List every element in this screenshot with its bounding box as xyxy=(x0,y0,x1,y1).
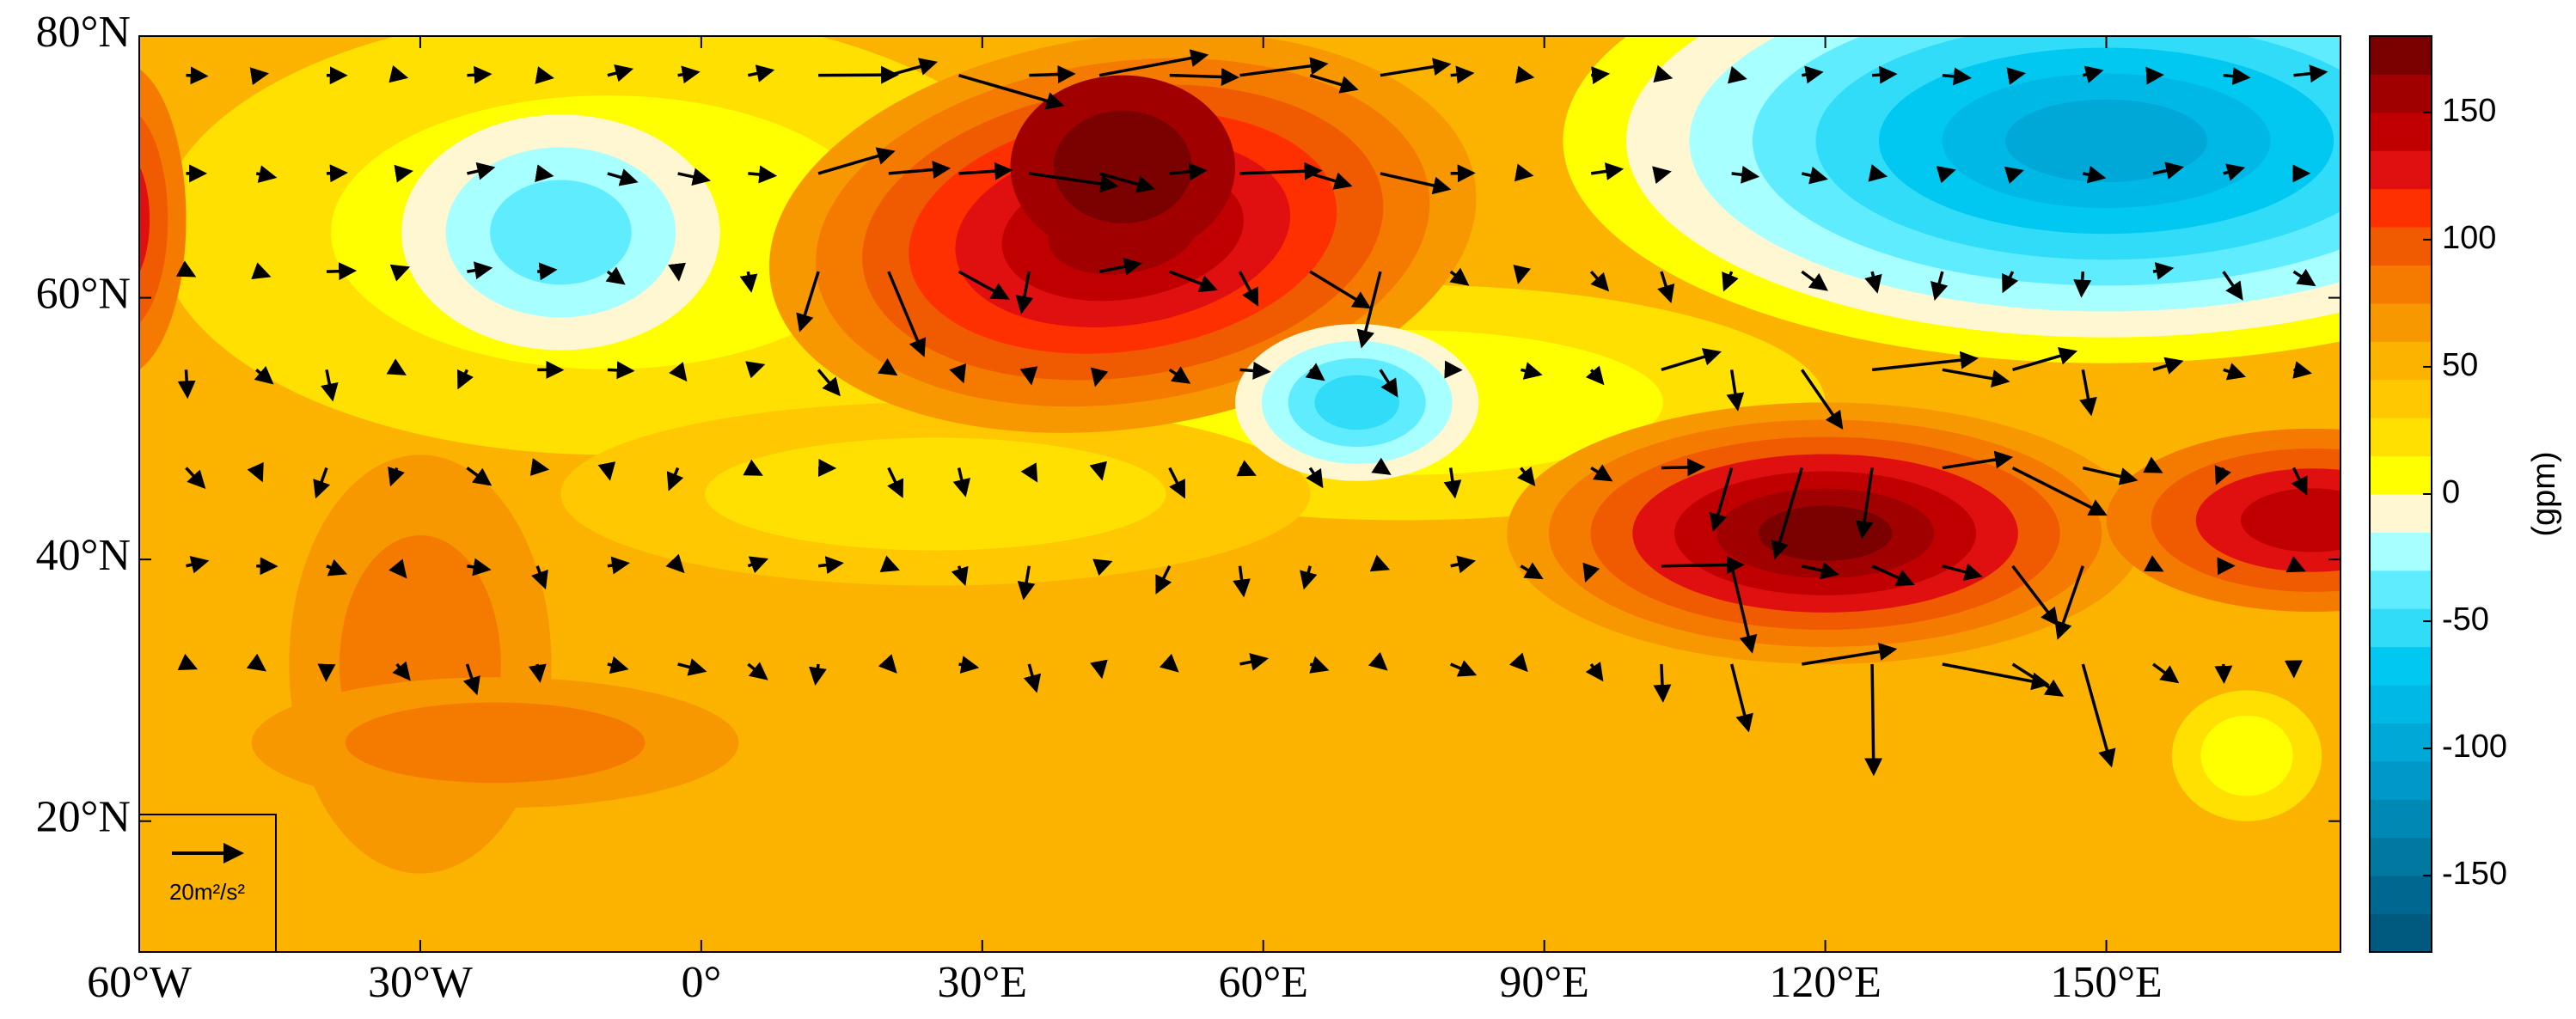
colorbar-bin xyxy=(2370,303,2432,342)
flux-arrow xyxy=(1661,172,1669,174)
colorbar-label: (gpm) xyxy=(2526,451,2562,536)
colorbar-tick-label: -150 xyxy=(2442,856,2507,892)
x-tick-label: 90°E xyxy=(1499,958,1589,1007)
contour-level xyxy=(2241,488,2384,552)
colorbar-bin xyxy=(2370,113,2432,151)
flux-arrow xyxy=(397,76,406,77)
x-tick-label: 120°E xyxy=(1769,958,1882,1007)
colorbar-bin xyxy=(2370,876,2432,914)
x-tick-label: 30°E xyxy=(938,958,1028,1007)
flux-arrow xyxy=(2082,272,2083,295)
flux-arrow xyxy=(1661,467,1703,468)
colorbar-bin xyxy=(2370,418,2432,456)
colorbar-bin xyxy=(2370,608,2432,647)
flux-arrow xyxy=(537,270,554,272)
flux-arrow xyxy=(678,272,679,278)
flux-arrow xyxy=(326,664,327,679)
colorbar-bin xyxy=(2370,532,2432,571)
flux-arrow xyxy=(397,171,411,174)
contour-level xyxy=(1054,111,1192,223)
flux-arrow xyxy=(818,75,896,76)
flux-arrow xyxy=(2224,76,2248,78)
contour-level xyxy=(2200,716,2292,796)
colorbar-bin xyxy=(2370,36,2432,75)
contour-level xyxy=(346,702,646,783)
flux-arrow xyxy=(1240,369,1269,371)
contour-level xyxy=(91,149,150,289)
flux-arrow xyxy=(327,271,354,272)
colorbar-bin xyxy=(2370,647,2432,686)
flux-arrow xyxy=(1029,74,1073,76)
colorbar-bin xyxy=(2370,341,2432,380)
flux-arrow xyxy=(327,173,346,174)
contour-level xyxy=(1759,506,1893,561)
flux-arrow xyxy=(1872,74,1894,76)
colorbar-bin xyxy=(2370,723,2432,762)
colorbar-bin xyxy=(2370,914,2432,953)
colorbar-tick-label: -100 xyxy=(2442,729,2507,765)
colorbar-bin xyxy=(2370,150,2432,189)
colorbar-bin xyxy=(2370,494,2432,533)
flux-arrow xyxy=(1661,564,1742,565)
colorbar-bin xyxy=(2370,761,2432,800)
colorbar-tick-label: 150 xyxy=(2442,93,2496,129)
y-tick-label: 40°N xyxy=(36,531,131,580)
colorbar: -150 -100 -50 0 50 100 150 xyxy=(2370,36,2507,953)
reference-label: 20m²/s² xyxy=(169,879,245,905)
x-tick-label: 150°E xyxy=(2050,958,2163,1007)
y-tick-label: 20°N xyxy=(36,793,131,842)
flux-arrow xyxy=(1451,73,1472,75)
flux-arrow xyxy=(608,369,632,370)
flux-arrow xyxy=(2013,74,2023,76)
flux-arrow xyxy=(1521,174,1531,175)
x-tick-label: 30°W xyxy=(368,958,473,1007)
colorbar-bin xyxy=(2370,74,2432,113)
colorbar-bin xyxy=(2370,838,2432,876)
colorbar-tick-label: 50 xyxy=(2442,347,2478,383)
x-tick-label: 60°E xyxy=(1218,958,1308,1007)
flux-arrow xyxy=(186,369,187,395)
colorbar-tick-label: 0 xyxy=(2442,474,2460,510)
contour-level xyxy=(705,437,1166,550)
flux-arrow xyxy=(1521,76,1531,77)
x-tick-label: 60°W xyxy=(87,958,192,1007)
flux-arrow xyxy=(256,74,266,76)
flux-arrow xyxy=(1029,369,1031,382)
flux-arrow xyxy=(1872,664,1874,773)
colorbar-bin xyxy=(2370,456,2432,495)
y-tick-label: 60°N xyxy=(36,270,131,319)
colorbar-bin xyxy=(2370,189,2432,228)
flux-arrow xyxy=(608,468,609,479)
colorbar-bin xyxy=(2370,685,2432,723)
flux-arrow xyxy=(467,74,489,75)
flux-arrow xyxy=(1661,664,1663,699)
flux-arrow xyxy=(1591,74,1606,76)
flux-arrow xyxy=(1170,76,1237,77)
flux-arrow xyxy=(537,468,546,470)
contour-level xyxy=(490,180,632,285)
colorbar-bin xyxy=(2370,265,2432,304)
colorbar-bin xyxy=(2370,380,2432,418)
colorbar-bin xyxy=(2370,227,2432,265)
colorbar-bin xyxy=(2370,799,2432,838)
colorbar-bin xyxy=(2370,571,2432,609)
contour-level xyxy=(1314,375,1399,430)
colorbar-tick-label: -50 xyxy=(2442,601,2489,638)
colorbar-tick-label: 100 xyxy=(2442,220,2496,256)
y-tick-label: 80°N xyxy=(36,8,131,57)
x-tick-label: 0° xyxy=(681,958,721,1007)
